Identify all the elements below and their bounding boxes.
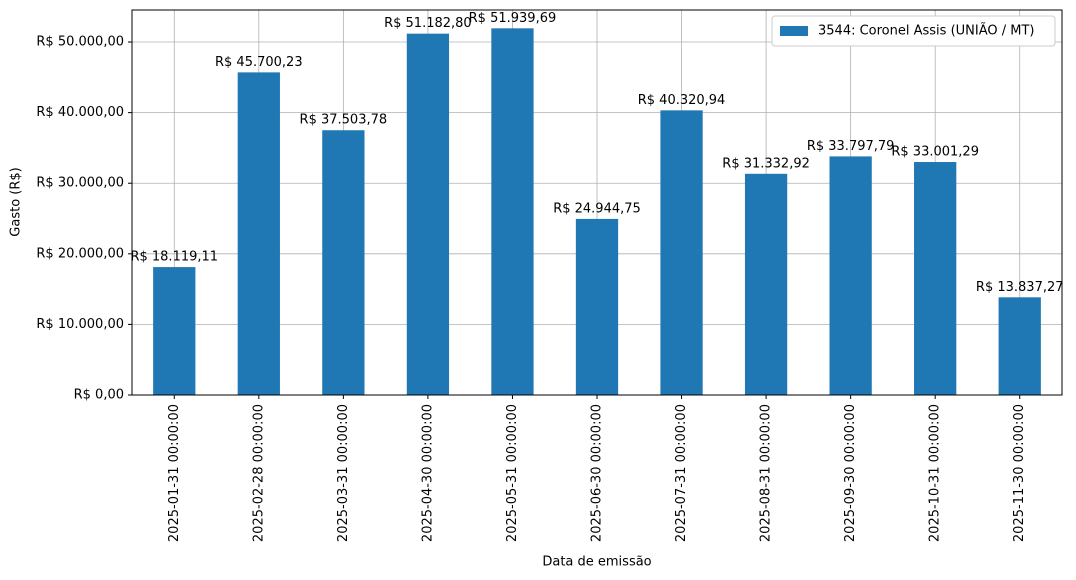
bar bbox=[153, 267, 196, 395]
value-label: R$ 37.503,78 bbox=[300, 113, 388, 128]
bar bbox=[914, 162, 957, 395]
bar bbox=[237, 72, 280, 395]
legend-swatch bbox=[780, 26, 808, 36]
x-tick-label: 2025-11-30 00:00:00 bbox=[1012, 404, 1027, 542]
y-tick-label: R$ 50.000,00 bbox=[36, 35, 124, 50]
x-tick-label: 2025-08-31 00:00:00 bbox=[759, 404, 774, 542]
bar bbox=[998, 297, 1041, 395]
x-tick-label: 2025-01-31 00:00:00 bbox=[167, 404, 182, 542]
value-label: R$ 51.182,80 bbox=[384, 16, 472, 31]
value-label: R$ 31.332,92 bbox=[722, 156, 810, 171]
x-tick-label: 2025-06-30 00:00:00 bbox=[590, 404, 605, 542]
value-label: R$ 33.797,79 bbox=[807, 139, 895, 154]
x-tick-label: 2025-02-28 00:00:00 bbox=[251, 404, 266, 542]
y-tick-label: R$ 30.000,00 bbox=[36, 176, 124, 191]
value-label: R$ 51.939,69 bbox=[469, 11, 557, 26]
plot-frame bbox=[131, 9, 1063, 396]
legend-label: 3544: Coronel Assis (UNIÃO / MT) bbox=[818, 23, 1035, 39]
value-label: R$ 45.700,23 bbox=[215, 55, 303, 70]
x-tick-label: 2025-04-30 00:00:00 bbox=[420, 404, 435, 542]
value-label: R$ 33.001,29 bbox=[891, 145, 979, 160]
bar bbox=[829, 156, 872, 395]
bar bbox=[322, 130, 365, 396]
x-tick-label: 2025-05-31 00:00:00 bbox=[505, 404, 520, 542]
legend-box bbox=[771, 15, 1056, 47]
x-tick-label: 2025-09-30 00:00:00 bbox=[843, 404, 858, 542]
x-tick-label: 2025-10-31 00:00:00 bbox=[928, 404, 943, 542]
value-label: R$ 40.320,94 bbox=[638, 93, 726, 108]
y-axis-label: Gasto (R$) bbox=[9, 167, 24, 236]
y-tick-label: R$ 10.000,00 bbox=[36, 317, 124, 332]
y-tick-label: R$ 20.000,00 bbox=[36, 246, 124, 261]
y-tick-label: R$ 0,00 bbox=[74, 388, 124, 403]
value-label: R$ 24.944,75 bbox=[553, 201, 641, 216]
x-tick-label: 2025-03-31 00:00:00 bbox=[336, 404, 351, 542]
bar bbox=[491, 28, 534, 395]
x-axis-label: Data de emissão bbox=[542, 555, 651, 570]
value-label: R$ 13.837,27 bbox=[976, 280, 1064, 295]
y-tick-label: R$ 40.000,00 bbox=[36, 105, 124, 120]
x-tick-label: 2025-07-31 00:00:00 bbox=[674, 404, 689, 542]
bar bbox=[660, 110, 703, 395]
bar bbox=[406, 33, 450, 395]
bar bbox=[575, 218, 619, 395]
bar bbox=[744, 173, 788, 395]
value-label: R$ 18.119,11 bbox=[130, 250, 218, 265]
